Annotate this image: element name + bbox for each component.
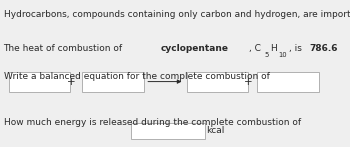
Bar: [131, 123, 205, 139]
Text: How much energy is released during the complete combustion of: How much energy is released during the c…: [4, 118, 303, 127]
Text: +: +: [244, 77, 253, 87]
Text: kcal/mol.: kcal/mol.: [346, 44, 350, 53]
Text: H: H: [270, 44, 276, 53]
Text: The heat of combustion of: The heat of combustion of: [4, 44, 126, 53]
Text: Write a balanced equation for the complete combustion of: Write a balanced equation for the comple…: [4, 72, 272, 81]
Text: kcal: kcal: [206, 126, 225, 135]
Bar: [9, 72, 70, 92]
Text: 5: 5: [264, 52, 268, 58]
Text: 10: 10: [278, 52, 287, 58]
Bar: [187, 72, 248, 92]
Bar: [257, 72, 318, 92]
Bar: [82, 72, 144, 92]
Text: cyclopentane: cyclopentane: [161, 44, 229, 53]
Text: , is: , is: [289, 44, 305, 53]
Text: , C: , C: [248, 44, 260, 53]
Text: +: +: [68, 77, 76, 87]
Text: 786.6: 786.6: [310, 44, 338, 53]
Text: Hydrocarbons, compounds containing only carbon and hydrogen, are important in fu: Hydrocarbons, compounds containing only …: [4, 10, 350, 19]
